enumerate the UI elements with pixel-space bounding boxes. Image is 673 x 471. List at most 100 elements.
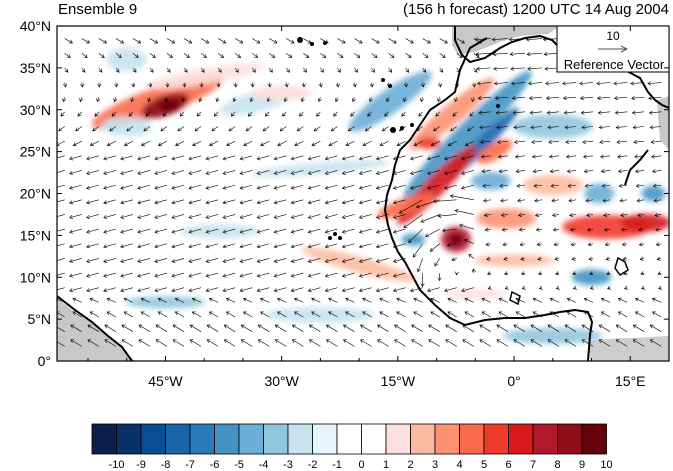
wind-vector (103, 170, 116, 175)
lat-tick-label: 30°N (20, 102, 51, 118)
wind-vector (532, 155, 542, 158)
wind-vector-head (502, 242, 507, 247)
wind-vector (166, 38, 175, 44)
wind-vector-head (166, 68, 171, 73)
wind-vector-head (437, 277, 442, 282)
wind-vector (485, 243, 491, 246)
wind-vector-head (551, 198, 556, 203)
wind-vector (654, 199, 662, 202)
wind-vector (240, 243, 253, 248)
wind-vector (314, 126, 321, 132)
wind-vector-head (225, 297, 230, 302)
wind-vector (109, 126, 117, 132)
wind-vector (599, 140, 611, 143)
wind-vector (444, 170, 457, 175)
wind-vector (171, 287, 185, 292)
wind-vector-head (239, 171, 244, 176)
wind-vector-head (405, 68, 410, 73)
wind-vector-head (371, 68, 375, 73)
wind-vector-head (86, 171, 91, 176)
wind-vector (471, 97, 475, 102)
wind-vector-head (413, 311, 418, 316)
wind-vector-head (528, 81, 532, 86)
wind-vector-head (530, 125, 535, 130)
wind-vector-head (274, 339, 279, 343)
wind-vector-head (499, 183, 504, 188)
wind-vector (57, 170, 65, 173)
wind-vector (493, 67, 508, 70)
wind-vector-head (188, 244, 193, 249)
wind-vector (337, 52, 344, 58)
wind-vector-head (138, 339, 143, 343)
wind-vector (563, 96, 577, 99)
coastlines (57, 26, 669, 361)
wind-vector-head (532, 169, 537, 174)
wind-vector-head (447, 311, 452, 316)
colorbar-swatch (410, 423, 436, 455)
wind-vector-head (284, 83, 289, 88)
wind-vector (205, 199, 219, 204)
wind-vector (214, 111, 219, 117)
colorbar-label: -8 (161, 459, 171, 471)
wind-vector (437, 97, 440, 102)
wind-vector-head (358, 215, 363, 219)
wind-vector-head (358, 258, 363, 263)
wind-vector-head (171, 273, 176, 278)
wind-vector-head (658, 285, 663, 290)
wind-vector (461, 287, 474, 292)
wind-vector (149, 38, 158, 44)
wind-vector-head (441, 54, 446, 58)
wind-vector-head (564, 324, 569, 329)
wind-vector (422, 52, 429, 58)
wind-vector-head (189, 339, 194, 343)
wind-vector-head (239, 229, 244, 234)
wind-vector (171, 199, 185, 204)
shading-blob (251, 85, 312, 101)
wind-vector-head (564, 125, 569, 130)
wind-vector-head (53, 245, 56, 248)
wind-vector-head (290, 288, 295, 293)
colorbar-swatch (434, 423, 460, 455)
wind-vector-head (360, 339, 365, 343)
wind-vector-head (408, 238, 413, 243)
wind-vector (175, 298, 185, 303)
wind-vector-head (294, 311, 299, 316)
wind-vector-head (515, 311, 520, 316)
wind-vector (81, 52, 88, 58)
wind-vector-head (547, 125, 552, 130)
wind-vector (69, 170, 82, 175)
wind-vector-head (53, 157, 56, 160)
wind-vector-head (375, 229, 380, 234)
wind-vector (277, 140, 287, 146)
shading-blob (502, 327, 603, 344)
wind-vector-head (106, 142, 111, 147)
wind-vector-head (648, 110, 653, 115)
wind-vector-head (62, 98, 67, 103)
wind-vector-head (191, 311, 196, 316)
wind-vector (461, 155, 474, 160)
wind-vector-head (69, 258, 74, 263)
wind-vector-head (392, 288, 397, 293)
wind-vector (137, 155, 151, 160)
wind-vector-head (222, 244, 227, 249)
colorbar-label: 10 (600, 459, 612, 471)
wind-vector (480, 140, 491, 143)
wind-vector-head (211, 127, 216, 132)
wind-vector-head (497, 154, 502, 159)
wind-vector-head (409, 156, 415, 161)
wind-vector (581, 339, 594, 347)
wind-vector-head (350, 112, 355, 117)
wind-vector-head (205, 229, 210, 234)
wind-vector (57, 258, 65, 261)
wind-vector (188, 155, 202, 160)
wind-vector (536, 228, 543, 231)
wind-vector-head (137, 258, 142, 263)
ensemble-title: Ensemble 9 (58, 1, 138, 18)
wind-vector-head (97, 83, 102, 88)
wind-vector-head (454, 271, 459, 276)
wind-vector-head (145, 112, 150, 117)
wind-vector-head (571, 256, 576, 261)
wind-vector-head (324, 171, 329, 176)
wind-vector (200, 38, 209, 44)
